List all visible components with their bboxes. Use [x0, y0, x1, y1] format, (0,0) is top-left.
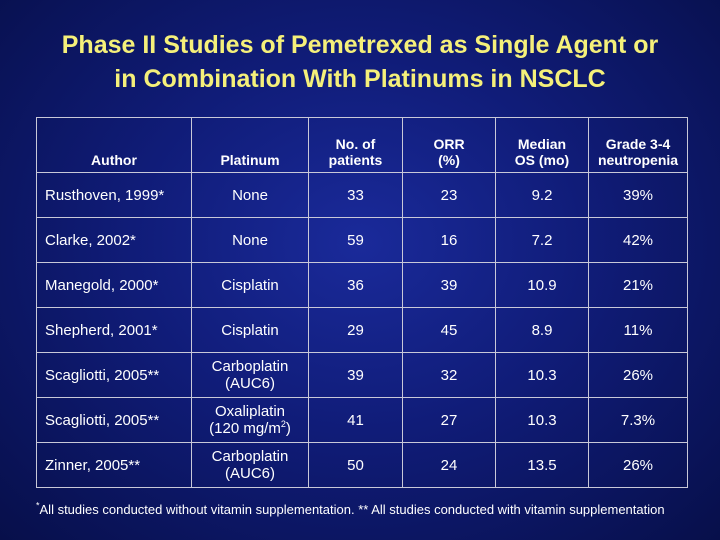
cell-platinum-line1: Carboplatin [211, 358, 289, 375]
cell-platinum-line1: Oxaliplatin [214, 403, 286, 420]
cell-median-os: 7.2 [495, 217, 589, 263]
title-line-1: Phase II Studies of Pemetrexed as Single… [61, 31, 659, 59]
header-neutropenia: Grade 3-4 neutropenia [588, 117, 688, 173]
table-row: Zinner, 2005** Carboplatin (AUC6) 50 24 … [36, 442, 688, 488]
footnote: *All studies conducted without vitamin s… [36, 500, 696, 518]
cell-patients: 59 [308, 217, 403, 263]
footnote-text: All studies conducted without vitamin su… [39, 502, 665, 517]
title-line-2: in Combination With Platinums in NSCLC [114, 65, 606, 93]
cell-orr: 27 [402, 397, 496, 443]
cell-median-os: 13.5 [495, 442, 589, 488]
cell-platinum: Oxaliplatin (120 mg/m2) [191, 397, 309, 443]
cell-orr: 39 [402, 262, 496, 308]
cell-neutropenia: 11% [588, 307, 688, 353]
footnote-star: * [36, 500, 40, 511]
cell-neutropenia: 21% [588, 262, 688, 308]
cell-median-os: 10.3 [495, 397, 589, 443]
cell-author: Zinner, 2005** [36, 442, 192, 488]
cell-neutropenia: 7.3% [588, 397, 688, 443]
cell-patients: 29 [308, 307, 403, 353]
header-orr-line1: ORR [433, 136, 465, 152]
cell-platinum: Carboplatin (AUC6) [191, 442, 309, 488]
cell-author: Clarke, 2002* [36, 217, 192, 263]
header-orr-line2: (%) [438, 152, 460, 168]
cell-platinum-line2: (120 mg/m2) [194, 419, 306, 438]
header-patients: No. of patients [308, 117, 403, 173]
cell-author: Rusthoven, 1999* [36, 172, 192, 218]
cell-author: Manegold, 2000* [36, 262, 192, 308]
header-platinum: Platinum [191, 117, 309, 173]
cell-median-os: 10.3 [495, 352, 589, 398]
cell-orr: 23 [402, 172, 496, 218]
cell-median-os: 8.9 [495, 307, 589, 353]
cell-patients: 33 [308, 172, 403, 218]
header-neut-line1: Grade 3-4 [605, 136, 671, 152]
cell-platinum: None [191, 172, 309, 218]
table-header-row: Author Platinum No. of patients ORR (%) … [36, 117, 688, 173]
header-orr: ORR (%) [402, 117, 496, 173]
cell-orr: 45 [402, 307, 496, 353]
cell-platinum-line2: (AUC6) [224, 465, 275, 482]
cell-orr: 16 [402, 217, 496, 263]
platinum-dose-end: ) [285, 420, 291, 437]
cell-neutropenia: 26% [588, 352, 688, 398]
table-row: Scagliotti, 2005** Oxaliplatin (120 mg/m… [36, 397, 688, 443]
cell-orr: 32 [402, 352, 496, 398]
cell-patients: 36 [308, 262, 403, 308]
header-neut-line2: neutropenia [597, 152, 679, 168]
cell-platinum-line1: Carboplatin [211, 448, 289, 465]
cell-author: Scagliotti, 2005** [36, 352, 192, 398]
cell-median-os: 9.2 [495, 172, 589, 218]
cell-platinum: Cisplatin [191, 307, 309, 353]
cell-median-os: 10.9 [495, 262, 589, 308]
table-row: Scagliotti, 2005** Carboplatin (AUC6) 39… [36, 352, 688, 398]
cell-author: Scagliotti, 2005** [36, 397, 192, 443]
table-row: Shepherd, 2001* Cisplatin 29 45 8.9 11% [36, 307, 688, 353]
cell-neutropenia: 26% [588, 442, 688, 488]
table-row: Clarke, 2002* None 59 16 7.2 42% [36, 217, 688, 263]
cell-platinum-line2: (AUC6) [224, 375, 275, 392]
header-author: Author [36, 117, 192, 173]
cell-platinum: None [191, 217, 309, 263]
header-os-line1: Median [517, 136, 567, 152]
table-row: Manegold, 2000* Cisplatin 36 39 10.9 21% [36, 262, 688, 308]
header-median-os: Median OS (mo) [495, 117, 589, 173]
cell-patients: 50 [308, 442, 403, 488]
header-patients-line1: No. of [335, 136, 376, 152]
cell-orr: 24 [402, 442, 496, 488]
cell-patients: 39 [308, 352, 403, 398]
table-row: Rusthoven, 1999* None 33 23 9.2 39% [36, 172, 688, 218]
header-os-line2: OS (mo) [514, 152, 570, 168]
cell-neutropenia: 39% [588, 172, 688, 218]
page-title: Phase II Studies of Pemetrexed as Single… [0, 28, 720, 96]
cell-platinum: Cisplatin [191, 262, 309, 308]
cell-author: Shepherd, 2001* [36, 307, 192, 353]
header-patients-line2: patients [328, 152, 383, 168]
studies-table: Author Platinum No. of patients ORR (%) … [36, 117, 688, 488]
cell-neutropenia: 42% [588, 217, 688, 263]
cell-patients: 41 [308, 397, 403, 443]
superscript: 2 [280, 419, 286, 429]
platinum-dose: (120 mg/m [209, 420, 281, 437]
cell-platinum: Carboplatin (AUC6) [191, 352, 309, 398]
